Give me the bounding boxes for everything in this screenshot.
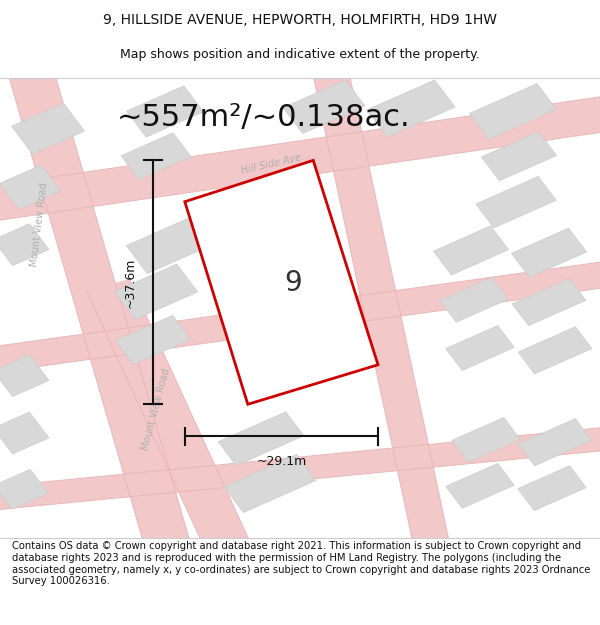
Polygon shape — [367, 80, 455, 137]
Polygon shape — [115, 316, 191, 364]
Polygon shape — [312, 67, 450, 549]
Polygon shape — [0, 425, 600, 512]
Text: Mount View Road: Mount View Road — [140, 367, 172, 451]
Polygon shape — [452, 418, 520, 462]
Text: Map shows position and indicative extent of the property.: Map shows position and indicative extent… — [120, 48, 480, 61]
Polygon shape — [518, 327, 592, 374]
Polygon shape — [127, 86, 203, 137]
Polygon shape — [121, 132, 191, 179]
Text: Mount View Road: Mount View Road — [29, 182, 49, 268]
Polygon shape — [440, 278, 508, 322]
Polygon shape — [511, 228, 587, 278]
Polygon shape — [127, 218, 209, 274]
Polygon shape — [283, 80, 365, 134]
Polygon shape — [512, 279, 586, 326]
Polygon shape — [218, 412, 304, 466]
Polygon shape — [518, 466, 586, 511]
Polygon shape — [185, 161, 378, 404]
Polygon shape — [86, 279, 250, 552]
Polygon shape — [0, 354, 49, 396]
Polygon shape — [0, 412, 49, 454]
Polygon shape — [469, 84, 557, 139]
Polygon shape — [115, 264, 197, 319]
Polygon shape — [433, 226, 509, 275]
Polygon shape — [0, 258, 600, 376]
Polygon shape — [446, 463, 514, 508]
Text: 9: 9 — [284, 269, 302, 297]
Polygon shape — [446, 326, 514, 371]
Polygon shape — [481, 132, 557, 181]
Polygon shape — [476, 176, 556, 228]
Text: 9, HILLSIDE AVENUE, HEPWORTH, HOLMFIRTH, HD9 1HW: 9, HILLSIDE AVENUE, HEPWORTH, HOLMFIRTH,… — [103, 12, 497, 26]
Polygon shape — [0, 224, 49, 266]
Text: ~37.6m: ~37.6m — [124, 257, 137, 308]
Polygon shape — [224, 454, 316, 512]
Text: ~557m²/~0.138ac.: ~557m²/~0.138ac. — [117, 102, 411, 132]
Text: Contains OS data © Crown copyright and database right 2021. This information is : Contains OS data © Crown copyright and d… — [12, 541, 590, 586]
Polygon shape — [8, 65, 190, 551]
Polygon shape — [0, 165, 61, 209]
Polygon shape — [518, 419, 592, 466]
Polygon shape — [0, 469, 48, 509]
Text: ~29.1m: ~29.1m — [256, 455, 307, 468]
Polygon shape — [11, 103, 85, 154]
Polygon shape — [0, 93, 600, 224]
Text: Hill Side Ave…: Hill Side Ave… — [240, 150, 312, 176]
